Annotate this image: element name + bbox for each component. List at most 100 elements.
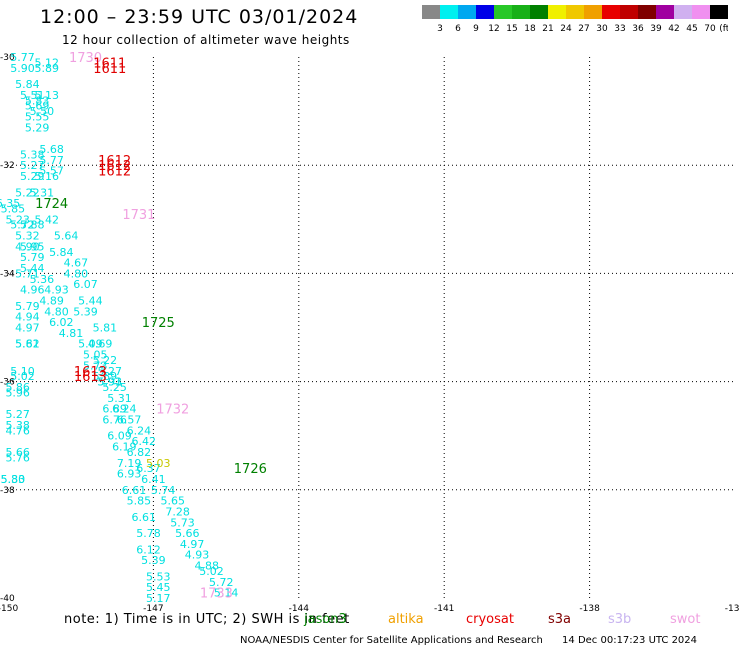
color-scale-label: 36	[632, 24, 644, 34]
color-swatch	[476, 5, 494, 19]
swh-value: 5.88	[20, 219, 45, 232]
color-swatch	[512, 5, 530, 19]
color-swatch	[494, 5, 512, 19]
swh-value: 5.16	[35, 170, 60, 183]
swh-value: 4.93	[185, 549, 210, 562]
swh-value: 6.82	[127, 446, 152, 459]
swh-value: 6.24	[112, 403, 137, 416]
swh-value: 4.97	[180, 538, 205, 551]
footer-timestamp: 14 Dec 00:17:23 UTC 2024	[562, 635, 698, 646]
swh-value: 5.27	[98, 365, 123, 378]
swh-value: 5.64	[54, 230, 79, 243]
swh-value: 5.84	[49, 246, 74, 259]
pass-time-label: 1611	[93, 62, 126, 77]
swh-value: 5.72	[209, 576, 234, 589]
swh-value: 5.76	[5, 451, 30, 464]
swh-value: 5.36	[30, 273, 55, 286]
pass-time-label: 1611	[93, 56, 126, 71]
swh-value: 5.39	[73, 305, 98, 318]
swh-value: 5.44	[78, 294, 103, 307]
swh-value: 5.57	[39, 165, 64, 178]
swh-value: 6.02	[49, 316, 74, 329]
swh-value: 6.07	[73, 278, 98, 291]
swh-value: 5.72	[10, 219, 35, 232]
swh-value: 4.90	[15, 240, 40, 253]
swh-value: 5.02	[199, 565, 224, 578]
color-scale-label: 12	[488, 24, 499, 34]
swh-value: 5.23	[5, 213, 30, 226]
swh-value: 5.77	[10, 51, 35, 64]
swh-value: 5.09	[78, 338, 103, 351]
swh-value: 5.79	[15, 300, 40, 313]
swh-value: 5.61	[15, 338, 40, 351]
swh-value: 5.55	[25, 111, 50, 124]
swh-value: 4.80	[64, 267, 89, 280]
swh-value: 4.96	[20, 284, 45, 297]
swh-value: 5.51	[20, 89, 45, 102]
y-tick-label: -36	[0, 378, 15, 388]
swh-value: 5.73	[83, 359, 108, 372]
swh-value: 6.24	[127, 424, 152, 437]
swh-value: 5.22	[93, 354, 118, 367]
legend-cryosat: cryosat	[466, 612, 514, 627]
swh-value: 5.96	[5, 386, 30, 399]
swh-value: 6.19	[112, 441, 137, 454]
swh-value: 6.09	[107, 430, 132, 443]
x-tick-label: -150	[0, 604, 18, 612]
color-swatch	[602, 5, 620, 19]
swh-value: 5.17	[146, 592, 171, 605]
swh-value: 6.41	[141, 473, 166, 486]
color-swatch	[584, 5, 602, 19]
color-swatch	[674, 5, 692, 19]
swh-value: 5.42	[35, 213, 60, 226]
swh-value: 6.35	[0, 197, 20, 210]
swh-value: 5.05	[83, 349, 108, 362]
swh-value: 4.67	[64, 257, 89, 270]
swh-value: 5.03	[146, 457, 171, 470]
pass-time-label: 1612	[98, 154, 131, 169]
swh-value: 5.31	[30, 186, 55, 199]
swh-value: 5.44	[20, 262, 45, 275]
swh-value: 4.76	[5, 424, 30, 437]
swh-value: 6.61	[122, 484, 147, 497]
swh-value: 5.38	[5, 419, 30, 432]
swh-value: 6.76	[102, 413, 127, 426]
swh-value: 5.27	[20, 159, 45, 172]
pass-time-label: 1732	[156, 403, 189, 418]
swh-value: 5.38	[20, 148, 45, 161]
swh-value: 7.19	[117, 457, 142, 470]
swh-value: 6.89	[102, 403, 127, 416]
x-tick-label: -147	[143, 604, 163, 612]
color-swatch	[440, 5, 458, 19]
swh-value: 5.84	[15, 78, 40, 91]
swh-value: 5.22	[15, 186, 40, 199]
x-tick-label: -144	[289, 604, 310, 612]
swh-value: 5.25	[102, 381, 127, 394]
color-scale-label: 3	[437, 24, 443, 34]
swh-value: 5.12	[35, 56, 60, 69]
x-tick-label: -135	[725, 604, 740, 612]
swh-value: 4.97	[15, 322, 40, 335]
swh-value: 4.80	[44, 305, 69, 318]
wave-height-map: -150 -147 -144 -141 -138 -135 -30 -32 -34 -36 -38 -…	[0, 51, 740, 612]
swh-value: 6.12	[136, 543, 161, 556]
pass-time-label: 1612	[98, 159, 131, 174]
color-scale-label: 30	[596, 24, 608, 34]
swh-value: 5.13	[35, 89, 60, 102]
chart-title: 12:00 – 23:59 UTC 03/01/2024	[40, 6, 359, 28]
swh-value: 5.86	[5, 381, 30, 394]
pass-time-label: 1731	[122, 208, 155, 223]
pass-time-label: 1613	[74, 370, 107, 385]
color-scale-label: 39	[650, 24, 662, 34]
footer-agency: NOAA/NESDIS Center for Satellite Applica…	[240, 635, 543, 646]
pass-time-label: 1730	[69, 51, 102, 66]
swh-value: 6.61	[131, 511, 156, 524]
chart-subtitle: 12 hour collection of altimeter wave hei…	[62, 33, 350, 47]
color-scale-label: 18	[524, 24, 536, 34]
swh-value: 4.69	[88, 338, 113, 351]
swh-value: 5.65	[161, 495, 186, 508]
swh-value: 5.91	[98, 376, 123, 389]
color-swatch	[620, 5, 638, 19]
swh-value: 5.39	[141, 554, 166, 567]
